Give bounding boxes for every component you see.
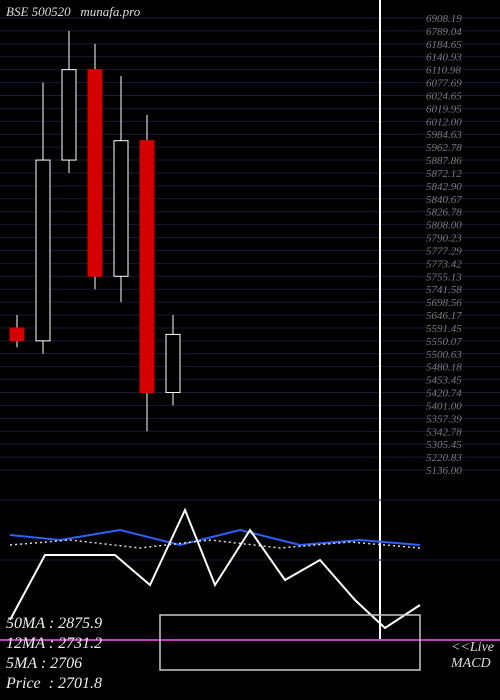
axis-price-label: 5984.63: [426, 129, 462, 141]
ticker-label: BSE 500520: [6, 4, 71, 19]
chart-header: BSE 500520 munafa.pro: [6, 4, 140, 20]
axis-price-label: 5826.78: [426, 207, 462, 219]
axis-price-label: 5808.00: [426, 220, 462, 232]
axis-price-label: 6024.65: [426, 90, 462, 102]
axis-price-label: 5773.42: [426, 258, 462, 270]
live-label: <<Live MACD: [451, 640, 494, 672]
axis-price-label: 5842.90: [426, 181, 462, 193]
chart-svg: 6908.196789.046184.656140.936110.986077.…: [0, 0, 500, 700]
axis-price-label: 5646.17: [426, 310, 462, 322]
candle: [166, 334, 180, 392]
axis-price-label: 5480.18: [426, 362, 462, 374]
axis-price-label: 5872.12: [426, 168, 462, 180]
axis-price-label: 6140.93: [426, 52, 462, 64]
axis-price-label: 5962.78: [426, 142, 462, 154]
candle: [114, 141, 128, 277]
axis-price-label: 5887.86: [426, 155, 462, 167]
stats-block: 50MA : 2875.9 12MA : 2731.2 5MA : 2706 P…: [6, 614, 102, 694]
axis-price-label: 6908.19: [426, 13, 462, 25]
stat-price: Price : 2701.8: [6, 674, 102, 694]
axis-price-label: 5420.74: [426, 388, 462, 400]
axis-price-label: 6789.04: [426, 26, 462, 38]
axis-price-label: 6019.95: [426, 103, 462, 115]
axis-price-label: 5305.45: [426, 439, 462, 451]
candle: [10, 328, 24, 341]
axis-price-label: 6012.00: [426, 116, 462, 128]
axis-price-label: 5136.00: [426, 465, 462, 477]
candle: [88, 70, 102, 277]
chart-root: 6908.196789.046184.656140.936110.986077.…: [0, 0, 500, 700]
stat-5ma: 5MA : 2706: [6, 654, 102, 674]
axis-price-label: 5591.45: [426, 323, 462, 335]
axis-price-label: 5453.45: [426, 375, 462, 387]
axis-price-label: 5741.58: [426, 284, 462, 296]
axis-price-label: 5220.83: [426, 452, 462, 464]
axis-price-label: 5401.00: [426, 400, 462, 412]
axis-price-label: 5755.13: [426, 271, 462, 283]
axis-price-label: 5840.67: [426, 194, 462, 206]
stat-50ma: 50MA : 2875.9: [6, 614, 102, 634]
stat-12ma: 12MA : 2731.2: [6, 634, 102, 654]
axis-price-label: 5500.63: [426, 349, 462, 361]
axis-price-label: 5550.07: [426, 336, 462, 348]
axis-price-label: 5790.23: [426, 233, 462, 245]
axis-price-label: 6184.65: [426, 39, 462, 51]
axis-price-label: 5777.29: [426, 245, 462, 257]
axis-price-label: 6077.69: [426, 78, 462, 90]
candle: [140, 141, 154, 393]
candle: [36, 160, 50, 341]
axis-price-label: 5698.56: [426, 297, 462, 309]
axis-price-label: 5342.78: [426, 426, 462, 438]
axis-price-label: 5357.39: [426, 413, 462, 425]
axis-price-label: 6110.98: [426, 65, 461, 77]
candle: [62, 70, 76, 160]
watermark-label: munafa.pro: [80, 4, 140, 19]
